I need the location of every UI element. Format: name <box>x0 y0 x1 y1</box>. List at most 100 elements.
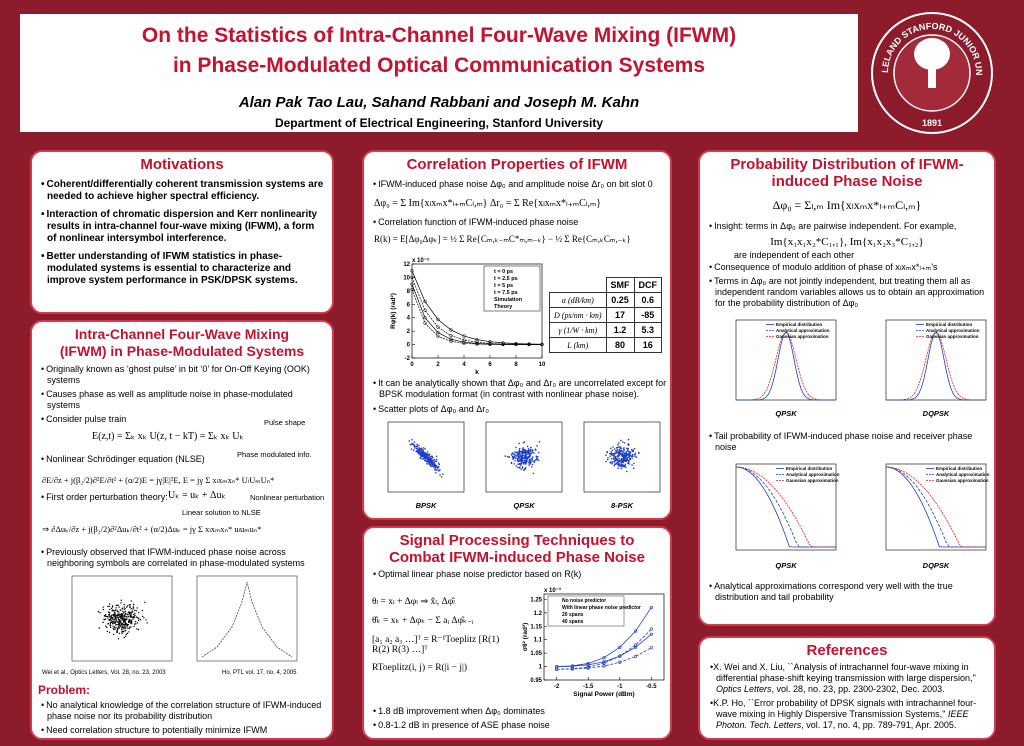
scatter-dot <box>610 457 613 460</box>
scatter-dot <box>428 454 430 457</box>
scatter-dot <box>123 606 125 608</box>
scatter-frame <box>583 421 661 493</box>
x-tick-label: 10 <box>539 362 546 368</box>
plot-frame <box>885 319 987 401</box>
scatter-dot <box>103 618 106 621</box>
scatter-dot <box>525 453 527 456</box>
equation: Δφ₀ = Σ Im{xₗxₘx*ₗ₊ₘCₗ,ₘ} Δr₀ = Σ Re{xₗx… <box>374 198 602 209</box>
scatter-dot <box>619 447 622 449</box>
legend-entry: Gaussian approximation <box>936 478 989 483</box>
scatter-dot <box>118 624 121 626</box>
scatter-dot <box>121 618 123 620</box>
panel-title: Signal Processing Techniques to <box>399 532 635 549</box>
reference: K.P. Ho, ``Error probability of DPSK sig… <box>713 698 986 731</box>
scatter-dot <box>623 449 626 451</box>
scatter-dot <box>139 618 142 621</box>
scatter-dot <box>430 463 433 465</box>
scatter-dot <box>434 466 437 468</box>
scatter-dot <box>141 615 144 618</box>
sim-point <box>436 325 440 329</box>
scatter-dot <box>126 624 129 626</box>
scatter-dot <box>632 449 634 451</box>
scatter-dot <box>517 460 520 463</box>
scatter-dot <box>609 455 611 457</box>
legend-entry: Empirical distribution <box>936 466 983 471</box>
scatter-dot <box>136 628 138 630</box>
panel-title: Intra-Channel Four-Wave Mixing <box>74 326 290 342</box>
legend-entry: Empirical distribution <box>776 322 823 327</box>
scatter-dot <box>115 621 117 623</box>
reference-text: X. Wei and X. Liu, ``Analysis of intrach… <box>713 662 976 683</box>
scatter-dot <box>130 622 133 625</box>
scatter-dot <box>633 462 635 465</box>
scatter-dot <box>421 451 424 454</box>
scatter-dot <box>129 619 131 621</box>
bullet: Insight: terms in Δφ₀ are pairwise indep… <box>706 221 988 232</box>
scatter-dot <box>538 441 541 443</box>
scatter-dot <box>523 455 526 457</box>
scatter-dot <box>621 450 624 452</box>
scatter-dot <box>627 443 630 445</box>
authors: Alan Pak Tao Lau, Sahand Rabbani and Jos… <box>238 94 640 111</box>
scatter-dot <box>133 613 135 616</box>
x-axis-label: Signal Power (dBm) <box>573 691 634 698</box>
scatter-dot <box>520 456 523 458</box>
legend-entry: Empirical distribution <box>786 466 833 471</box>
table-row: γ (1/W · km) 1.2 5.3 <box>549 322 663 338</box>
scatter-dot <box>120 626 122 628</box>
point <box>602 661 606 665</box>
scatter-dot <box>138 617 140 620</box>
scatter-dot <box>125 626 127 628</box>
table-row: D (ps/nm · km) 17 -85 <box>549 307 663 323</box>
scatter-dot <box>527 451 530 454</box>
scatter-dot <box>524 461 527 464</box>
scatter-dot <box>518 442 520 445</box>
point <box>618 660 622 664</box>
scatter-dot <box>521 467 524 469</box>
point <box>570 667 575 671</box>
row: First order perturbation theory: Uₖ = uₖ… <box>32 490 332 506</box>
scatter-dot <box>529 463 531 465</box>
bullet: Better understanding of IFWM statistics … <box>38 251 326 287</box>
scatter-dot <box>529 450 532 452</box>
scatter-dot <box>521 459 524 461</box>
scatter-dot <box>122 610 124 613</box>
scatter-dot <box>613 448 616 450</box>
scatter-dot <box>122 616 124 618</box>
scatter-dot <box>623 455 626 457</box>
legend-entry: Analytical approximation <box>786 472 840 477</box>
table-cell: -85 <box>633 307 663 323</box>
scatter-dot <box>416 443 419 446</box>
scatter-dot <box>517 463 519 466</box>
scatter-dot <box>535 456 538 459</box>
scatter-dot <box>515 465 518 467</box>
scatter-dot <box>137 619 140 622</box>
scatter-dot <box>121 626 124 628</box>
scatter-dot <box>117 604 119 606</box>
table-row-label: D (ps/nm · km) <box>549 307 607 323</box>
scatter-dot <box>609 461 612 464</box>
scatter-dot <box>605 454 607 456</box>
scatter-dot <box>113 619 116 621</box>
legend-entry: 20 spans <box>562 612 584 618</box>
legend-entry: Analytical approximation <box>926 328 980 333</box>
scatter-dot <box>412 449 415 451</box>
curve <box>556 628 652 670</box>
scatter-dot <box>135 623 137 625</box>
scatter-dot <box>106 630 108 633</box>
scatter-dot <box>415 450 418 453</box>
scatter-dot <box>130 600 132 602</box>
scatter-dot <box>610 452 613 455</box>
scatter-dot <box>121 628 123 630</box>
bullet: Tail probability of IFWM-induced phase n… <box>706 431 988 453</box>
reference-text: , vol. 28, no. 23, pp. 2300-2302, Dec. 2… <box>771 684 945 694</box>
scatter-dot <box>432 456 434 459</box>
scatter-dot <box>537 459 540 462</box>
scatter-dot <box>110 616 112 619</box>
scatter-dot <box>134 614 136 617</box>
scatter-dot <box>424 459 426 462</box>
bullet-list: No analytical knowledge of the correlati… <box>32 700 332 738</box>
scatter-dot <box>513 463 515 465</box>
scatter-dot <box>520 452 523 454</box>
